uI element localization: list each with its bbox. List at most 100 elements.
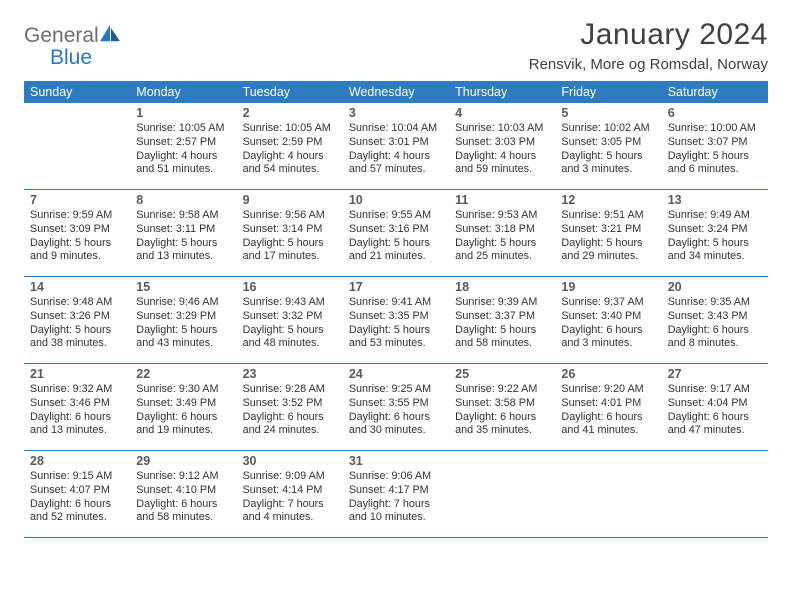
day-info: Sunrise: 9:25 AMSunset: 3:55 PMDaylight:… <box>349 383 443 438</box>
sail-icon <box>100 25 120 48</box>
day-number: 12 <box>561 193 655 207</box>
daylight-text: and 29 minutes. <box>561 250 655 264</box>
sunset-text: Sunset: 4:10 PM <box>136 484 230 498</box>
day-cell: 30Sunrise: 9:09 AMSunset: 4:14 PMDayligh… <box>237 451 343 537</box>
day-info: Sunrise: 9:09 AMSunset: 4:14 PMDaylight:… <box>243 470 337 525</box>
day-info: Sunrise: 9:28 AMSunset: 3:52 PMDaylight:… <box>243 383 337 438</box>
daylight-text: Daylight: 4 hours <box>243 150 337 164</box>
day-number: 28 <box>30 454 124 468</box>
sunset-text: Sunset: 3:11 PM <box>136 223 230 237</box>
day-info: Sunrise: 9:39 AMSunset: 3:37 PMDaylight:… <box>455 296 549 351</box>
sunrise-text: Sunrise: 9:56 AM <box>243 209 337 223</box>
daylight-text: and 59 minutes. <box>455 163 549 177</box>
daylight-text: and 8 minutes. <box>668 337 762 351</box>
sunset-text: Sunset: 3:52 PM <box>243 397 337 411</box>
day-cell: 22Sunrise: 9:30 AMSunset: 3:49 PMDayligh… <box>130 364 236 450</box>
daylight-text: and 43 minutes. <box>136 337 230 351</box>
sunrise-text: Sunrise: 10:04 AM <box>349 122 443 136</box>
day-cell: 3 Sunrise: 10:04 AMSunset: 3:01 PMDayligh… <box>343 103 449 189</box>
sunset-text: Sunset: 3:09 PM <box>30 223 124 237</box>
daylight-text: Daylight: 5 hours <box>561 237 655 251</box>
daylight-text: and 54 minutes. <box>243 163 337 177</box>
sunset-text: Sunset: 4:07 PM <box>30 484 124 498</box>
day-number: 10 <box>349 193 443 207</box>
day-cell: 10Sunrise: 9:55 AMSunset: 3:16 PMDayligh… <box>343 190 449 276</box>
day-info: Sunrise: 9:17 AMSunset: 4:04 PMDaylight:… <box>668 383 762 438</box>
daylight-text: Daylight: 5 hours <box>243 324 337 338</box>
day-cell: 29Sunrise: 9:12 AMSunset: 4:10 PMDayligh… <box>130 451 236 537</box>
daylight-text: Daylight: 5 hours <box>243 237 337 251</box>
daylight-text: Daylight: 5 hours <box>668 237 762 251</box>
day-cell: 11Sunrise: 9:53 AMSunset: 3:18 PMDayligh… <box>449 190 555 276</box>
daylight-text: Daylight: 5 hours <box>30 324 124 338</box>
weekday-label: Saturday <box>662 81 768 103</box>
day-number: 2 <box>243 106 337 120</box>
sunset-text: Sunset: 3:29 PM <box>136 310 230 324</box>
sunrise-text: Sunrise: 9:46 AM <box>136 296 230 310</box>
daylight-text: Daylight: 5 hours <box>455 324 549 338</box>
weekday-label: Friday <box>555 81 661 103</box>
day-number: 16 <box>243 280 337 294</box>
day-cell: 17Sunrise: 9:41 AMSunset: 3:35 PMDayligh… <box>343 277 449 363</box>
daylight-text: and 9 minutes. <box>30 250 124 264</box>
day-info: Sunrise: 9:56 AMSunset: 3:14 PMDaylight:… <box>243 209 337 264</box>
day-cell: 4Sunrise: 10:03 AMSunset: 3:03 PMDayligh… <box>449 103 555 189</box>
sunrise-text: Sunrise: 10:05 AM <box>136 122 230 136</box>
day-number: 6 <box>668 106 762 120</box>
day-cell: 12 Sunrise: 9:51 AMSunset: 3:21 PMDayligh… <box>555 190 661 276</box>
sunset-text: Sunset: 3:49 PM <box>136 397 230 411</box>
day-info: Sunrise: 9:15 AMSunset: 4:07 PMDaylight:… <box>30 470 124 525</box>
day-number: 17 <box>349 280 443 294</box>
sunset-text: Sunset: 2:57 PM <box>136 136 230 150</box>
day-cell: 21Sunrise: 9:32 AMSunset: 3:46 PMDayligh… <box>24 364 130 450</box>
weekday-label: Wednesday <box>343 81 449 103</box>
daylight-text: Daylight: 5 hours <box>668 150 762 164</box>
daylight-text: and 34 minutes. <box>668 250 762 264</box>
daylight-text: and 41 minutes. <box>561 424 655 438</box>
daylight-text: Daylight: 6 hours <box>136 411 230 425</box>
day-cell: 26Sunrise: 9:20 AMSunset: 4:01 PMDayligh… <box>555 364 661 450</box>
daylight-text: and 25 minutes. <box>455 250 549 264</box>
daylight-text: and 13 minutes. <box>136 250 230 264</box>
sunset-text: Sunset: 3:21 PM <box>561 223 655 237</box>
day-cell: 7Sunrise: 9:59 AMSunset: 3:09 PMDaylight… <box>24 190 130 276</box>
daylight-text: and 17 minutes. <box>243 250 337 264</box>
daylight-text: and 35 minutes. <box>455 424 549 438</box>
brand-text-blue: Blue <box>50 46 92 70</box>
sunrise-text: Sunrise: 9:41 AM <box>349 296 443 310</box>
day-cell: 15Sunrise: 9:46 AMSunset: 3:29 PMDayligh… <box>130 277 236 363</box>
sunrise-text: Sunrise: 9:51 AM <box>561 209 655 223</box>
sunrise-text: Sunrise: 9:55 AM <box>349 209 443 223</box>
day-info: Sunrise: 9:51 AMSunset: 3:21 PMDaylight:… <box>561 209 655 264</box>
sunrise-text: Sunrise: 9:20 AM <box>561 383 655 397</box>
sunrise-text: Sunrise: 9:43 AM <box>243 296 337 310</box>
sunrise-text: Sunrise: 9:17 AM <box>668 383 762 397</box>
day-info: Sunrise: 9:48 AMSunset: 3:26 PMDaylight:… <box>30 296 124 351</box>
daylight-text: Daylight: 4 hours <box>349 150 443 164</box>
title-block: January 2024 Rensvik, More og Romsdal, N… <box>529 18 768 73</box>
sunrise-text: Sunrise: 9:37 AM <box>561 296 655 310</box>
daylight-text: and 4 minutes. <box>243 511 337 525</box>
day-info: Sunrise: 9:22 AMSunset: 3:58 PMDaylight:… <box>455 383 549 438</box>
day-info: Sunrise: 9:12 AMSunset: 4:10 PMDaylight:… <box>136 470 230 525</box>
page-title: January 2024 <box>529 18 768 52</box>
daylight-text: and 53 minutes. <box>349 337 443 351</box>
day-number: 18 <box>455 280 549 294</box>
daylight-text: Daylight: 6 hours <box>30 411 124 425</box>
weekday-label: Tuesday <box>237 81 343 103</box>
day-info: Sunrise: 10:05 AMSunset: 2:57 PMDaylight… <box>136 122 230 177</box>
day-cell: 14Sunrise: 9:48 AMSunset: 3:26 PMDayligh… <box>24 277 130 363</box>
week-row: 7Sunrise: 9:59 AMSunset: 3:09 PMDaylight… <box>24 190 768 277</box>
daylight-text: Daylight: 5 hours <box>30 237 124 251</box>
day-number: 3 <box>349 106 443 120</box>
sunset-text: Sunset: 3:58 PM <box>455 397 549 411</box>
day-number: 15 <box>136 280 230 294</box>
sunset-text: Sunset: 3:05 PM <box>561 136 655 150</box>
sunrise-text: Sunrise: 9:30 AM <box>136 383 230 397</box>
location-text: Rensvik, More og Romsdal, Norway <box>529 56 768 73</box>
daylight-text: and 30 minutes. <box>349 424 443 438</box>
day-info: Sunrise: 9:30 AMSunset: 3:49 PMDaylight:… <box>136 383 230 438</box>
day-info: Sunrise: 10:04 AMSunset: 3:01 PMDaylight… <box>349 122 443 177</box>
daylight-text: Daylight: 5 hours <box>349 324 443 338</box>
daylight-text: and 10 minutes. <box>349 511 443 525</box>
